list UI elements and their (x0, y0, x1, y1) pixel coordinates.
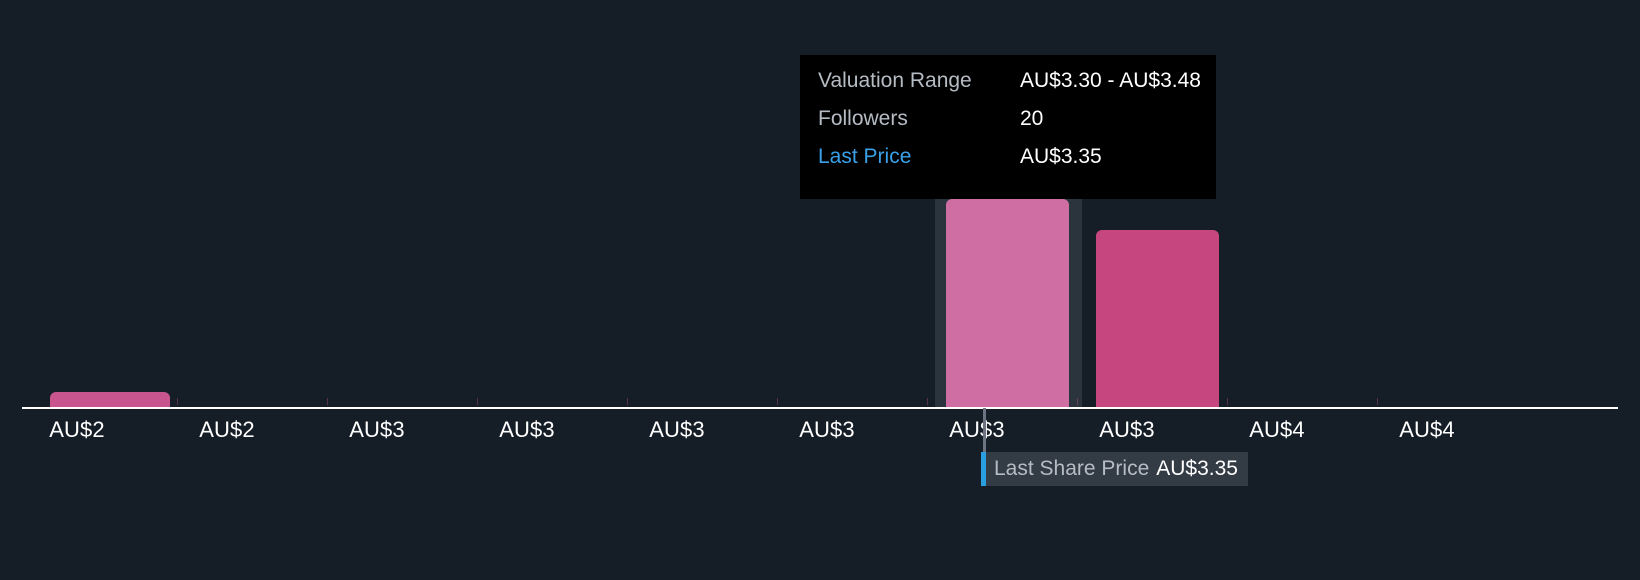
last-share-price-label-text: Last Share Price (994, 457, 1150, 480)
bar-analyst-count[interactable] (50, 392, 170, 408)
tooltip-row: Last Price AU$3.35 (800, 145, 1216, 183)
axis-tick-mark (177, 398, 178, 405)
bar-analyst-count[interactable] (1096, 230, 1219, 408)
x-axis-tick-label: AU$3 (649, 417, 705, 442)
last-share-price-marker-line (983, 408, 986, 452)
axis-tick-mark (1077, 398, 1078, 405)
x-axis-tick-label: AU$2 (199, 417, 255, 442)
axis-tick-mark (1227, 398, 1228, 405)
x-axis-tick-label: AU$4 (1249, 417, 1305, 442)
axis-tick-mark (777, 398, 778, 405)
hover-tooltip: Valuation Range AU$3.30 - AU$3.48 Follow… (800, 55, 1216, 199)
tooltip-row: Valuation Range AU$3.30 - AU$3.48 (800, 69, 1216, 107)
tooltip-value-last-price: AU$3.35 (1020, 145, 1102, 168)
x-axis-line (22, 407, 1618, 409)
x-axis-tick-label: AU$4 (1399, 417, 1455, 442)
x-axis-tick-label: AU$3 (349, 417, 405, 442)
last-share-price-marker-accent-bar (981, 452, 986, 486)
x-axis-tick-label: AU$3 (799, 417, 855, 442)
axis-tick-mark (477, 398, 478, 405)
last-share-price-label: Last Share Price AU$3.35 (986, 452, 1248, 486)
axis-tick-mark (927, 398, 928, 405)
tooltip-key-last-price[interactable]: Last Price (818, 145, 912, 168)
axis-tick-mark (627, 398, 628, 405)
x-axis-tick-label: AU$3 (949, 417, 1005, 442)
x-axis-tick-label: AU$3 (1099, 417, 1155, 442)
last-share-price-label-value: AU$3.35 (1156, 457, 1238, 480)
tooltip-value-valuation-range: AU$3.30 - AU$3.48 (1020, 69, 1201, 92)
bar-analyst-count-highlighted[interactable] (946, 199, 1069, 408)
axis-tick-mark (327, 398, 328, 405)
x-axis-tick-label: AU$3 (499, 417, 555, 442)
tooltip-key-valuation-range: Valuation Range (818, 69, 972, 92)
tooltip-value-followers: 20 (1020, 107, 1044, 130)
axis-tick-mark (1377, 398, 1378, 405)
x-axis-tick-label: AU$2 (49, 417, 105, 442)
tooltip-key-followers: Followers (818, 107, 908, 130)
tooltip-row: Followers 20 (800, 107, 1216, 145)
